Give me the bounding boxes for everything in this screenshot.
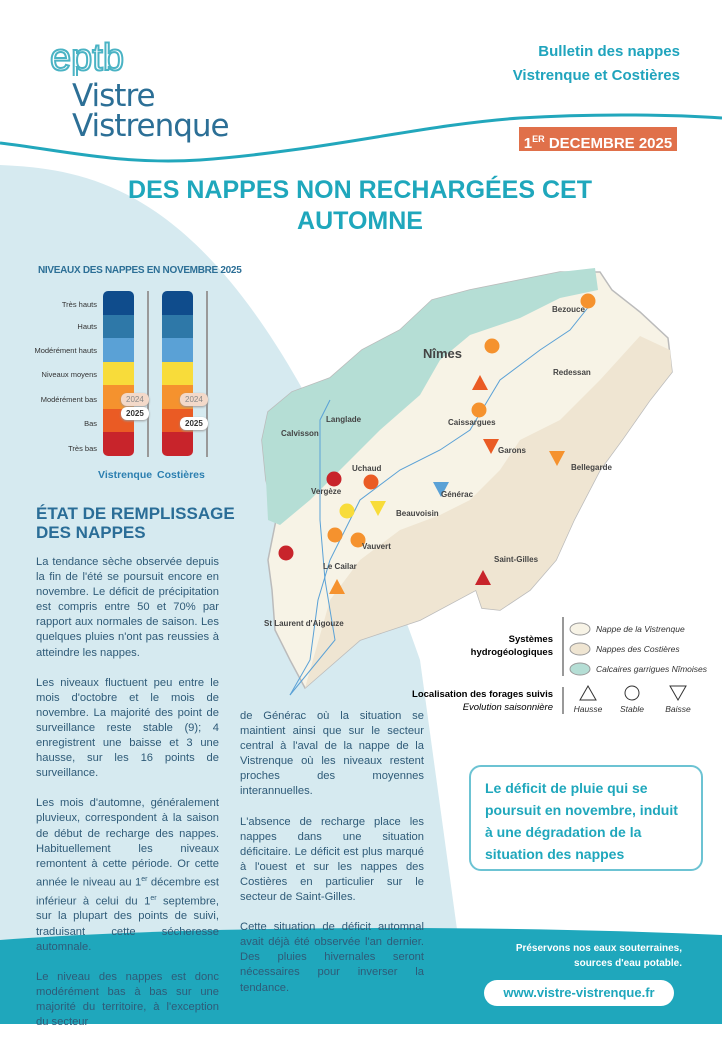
place-label: Générac	[441, 490, 474, 499]
logo: eptb Vistre Vistrenque	[42, 36, 230, 144]
level-label: Très hauts	[61, 300, 97, 309]
section-heading: ÉTAT DE REMPLISSAGE DES NAPPES	[36, 504, 235, 542]
well-marker-stable[interactable]	[484, 338, 500, 354]
river	[289, 304, 591, 696]
well-marker-fall[interactable]	[370, 501, 386, 516]
well-marker-rise[interactable]	[475, 570, 491, 585]
map: Bezouce Nîmes Redessan Langlade Calvisson Cai…	[261, 268, 708, 714]
date-badge: 1ER DECEMBRE 2025	[519, 127, 677, 152]
footer-slogan: Préservons nos eaux souterraines, sources…	[515, 943, 682, 969]
paragraph-7: Cette situation de déficit automnal avai…	[240, 921, 424, 994]
well-marker-stable[interactable]	[327, 527, 343, 543]
place-label: Beauvoisin	[396, 509, 439, 518]
legend-system-label: Nappes des Costières	[596, 644, 680, 654]
logo-eptb-mark: eptb	[49, 36, 125, 80]
fall-legend-icon	[669, 685, 687, 702]
tag-2025: 2025	[121, 407, 149, 420]
website-link[interactable]: www.vistre-vistrenque.fr	[484, 980, 674, 1006]
bar-divider	[206, 291, 208, 457]
paragraph-5: de Générac où la situation se maintient …	[240, 710, 424, 798]
well-marker-fall[interactable]	[549, 451, 565, 466]
place-label: Vergèze	[311, 487, 342, 496]
place-label: Bellegarde	[571, 463, 612, 472]
legend-swatch	[569, 622, 591, 636]
tag-2024: 2024	[180, 393, 208, 406]
legend-wells-title: Localisation des forages suivis	[412, 689, 553, 700]
level-bar	[103, 291, 134, 456]
well-marker-stable[interactable]	[339, 503, 355, 519]
gauge-name: Vistrenque	[98, 469, 153, 481]
level-label: Hauts	[77, 322, 97, 331]
place-label: St Laurent d'Aigouze	[264, 619, 344, 628]
place-label: Saint-Gilles	[494, 555, 539, 564]
svg-text:eptb: eptb	[50, 37, 124, 76]
place-label: Vauvert	[362, 542, 391, 551]
well-marker-stable[interactable]	[363, 474, 379, 490]
well-marker-fall[interactable]	[483, 439, 499, 454]
bulletin-title: Bulletin des nappes Vistrenque et Costiè…	[513, 40, 680, 88]
legend-system-label: Nappe de la Vistrenque	[596, 624, 685, 634]
bulletin-line-1: Bulletin des nappes	[538, 43, 680, 60]
well-marker-stable[interactable]	[326, 471, 342, 487]
place-label: Uchaud	[352, 464, 381, 473]
legend-systems-title-2: hydrogéologiques	[471, 647, 553, 658]
well-marker-stable[interactable]	[471, 402, 487, 418]
logo-line-2: Vistrenque	[72, 108, 230, 144]
paragraph-2: Les niveaux fluctuent peu entre le mois …	[36, 676, 219, 780]
legend-systems-title-1: Systèmes	[509, 634, 553, 645]
legend-trend-label: Baisse	[665, 704, 691, 714]
stable-legend-icon	[624, 685, 640, 701]
place-label: Redessan	[553, 368, 591, 377]
level-label: Très bas	[68, 444, 97, 453]
logo-line-1: Vistre	[72, 78, 156, 114]
legend-swatch	[569, 642, 591, 656]
tag-2024: 2024	[121, 393, 149, 406]
place-label: Caissargues	[448, 418, 496, 427]
place-label: Garons	[498, 446, 527, 455]
legend-wells-sub: Evolution saisonnière	[463, 702, 553, 713]
page-title: DES NAPPES NON RECHARGÉES CET AUTOMNE	[128, 176, 592, 235]
gauge-name: Costières	[157, 469, 205, 481]
paragraph-3: Les mois d'automne, généralement pluvieu…	[36, 797, 220, 953]
legend-trend-label: Stable	[620, 704, 644, 714]
place-label: Bezouce	[552, 305, 585, 314]
rise-legend-icon	[579, 684, 597, 701]
well-marker-rise[interactable]	[472, 375, 488, 390]
well-marker-stable[interactable]	[278, 545, 294, 561]
legend-system-label: Calcaires garrigues Nîmoises	[596, 664, 708, 674]
place-label: Nîmes	[423, 346, 462, 361]
well-marker-rise[interactable]	[329, 579, 345, 594]
bar-divider	[147, 291, 149, 457]
place-label: Calvisson	[281, 429, 319, 438]
legend-swatch	[569, 662, 591, 676]
well-marker-stable[interactable]	[350, 532, 366, 548]
place-label: Le Cailar	[323, 562, 357, 571]
level-label: Bas	[84, 419, 97, 428]
map-calcaires-area	[262, 268, 598, 525]
text-column-2: de Générac où la situation se maintient …	[240, 709, 424, 1011]
callout-box: Le déficit de pluie qui se poursuit en n…	[469, 765, 703, 871]
gauge-title: NIVEAUX DES NAPPES EN NOVEMBRE 2025	[38, 265, 242, 276]
level-label: Modérément bas	[40, 395, 97, 404]
well-marker-stable[interactable]	[580, 293, 596, 309]
paragraph-6: L'absence de recharge place les nappes d…	[240, 815, 424, 904]
map-costieres-area	[305, 336, 672, 688]
level-label: Niveaux moyens	[41, 370, 97, 379]
bulletin-line-2: Vistrenque et Costières	[512, 67, 680, 84]
legend-trend-label: Hausse	[574, 704, 603, 714]
place-label: Langlade	[326, 415, 362, 424]
level-label: Modérément hauts	[34, 346, 97, 355]
well-marker-fall[interactable]	[433, 482, 449, 497]
level-labels: Très hauts Hauts Modérément hauts Niveaux m…	[0, 288, 97, 458]
river-west	[289, 399, 336, 696]
tag-2025: 2025	[180, 417, 208, 430]
paragraph-1: La tendance sèche observée depuis la fin…	[36, 556, 219, 659]
